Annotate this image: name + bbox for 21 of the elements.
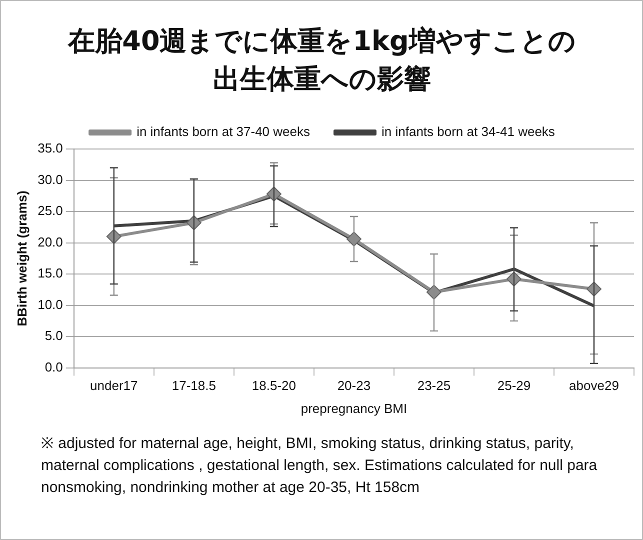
y-tick-label: 25.0 bbox=[38, 203, 63, 218]
x-tick-label: 20-23 bbox=[337, 378, 371, 394]
x-tick-label: above29 bbox=[569, 378, 619, 394]
legend-label: in infants born at 34-41 weeks bbox=[382, 124, 556, 140]
x-tick-label: 23-25 bbox=[417, 378, 451, 394]
y-tick-label: 35.0 bbox=[38, 140, 63, 156]
x-tick-label: 18.5-20 bbox=[252, 378, 296, 394]
text: ※ adjusted for maternal age, height, BMI, smoking status, drinking status, parity, maternal complications , gestational length, sex. Estimations calculated for null para nonsmoking, nondrinking mother at age 20-35, Ht 158cm bbox=[41, 434, 598, 498]
y-tick-label: 0.0 bbox=[44, 359, 63, 374]
chart-title: 在胎40週までに体重を1kg増やすことの出生体重への影響 bbox=[66, 25, 577, 97]
x-tick-label: under17 bbox=[90, 378, 138, 394]
legend-label: in infants born at 37-40 weeks bbox=[136, 124, 310, 140]
y-tick-label: 10.0 bbox=[38, 296, 63, 312]
y-tick-label: 20.0 bbox=[38, 234, 63, 250]
y-axis-title: BBirth weight (grams) bbox=[14, 190, 30, 326]
y-tick-label: 30.0 bbox=[38, 172, 63, 187]
y-tick-label: 15.0 bbox=[38, 266, 63, 281]
x-axis-title: prepregnancy BMI bbox=[300, 400, 408, 416]
x-tick-label: 17-18.5 bbox=[172, 378, 216, 394]
x-tick-label: 25-29 bbox=[497, 378, 531, 394]
y-tick-label: 5.0 bbox=[44, 328, 63, 344]
